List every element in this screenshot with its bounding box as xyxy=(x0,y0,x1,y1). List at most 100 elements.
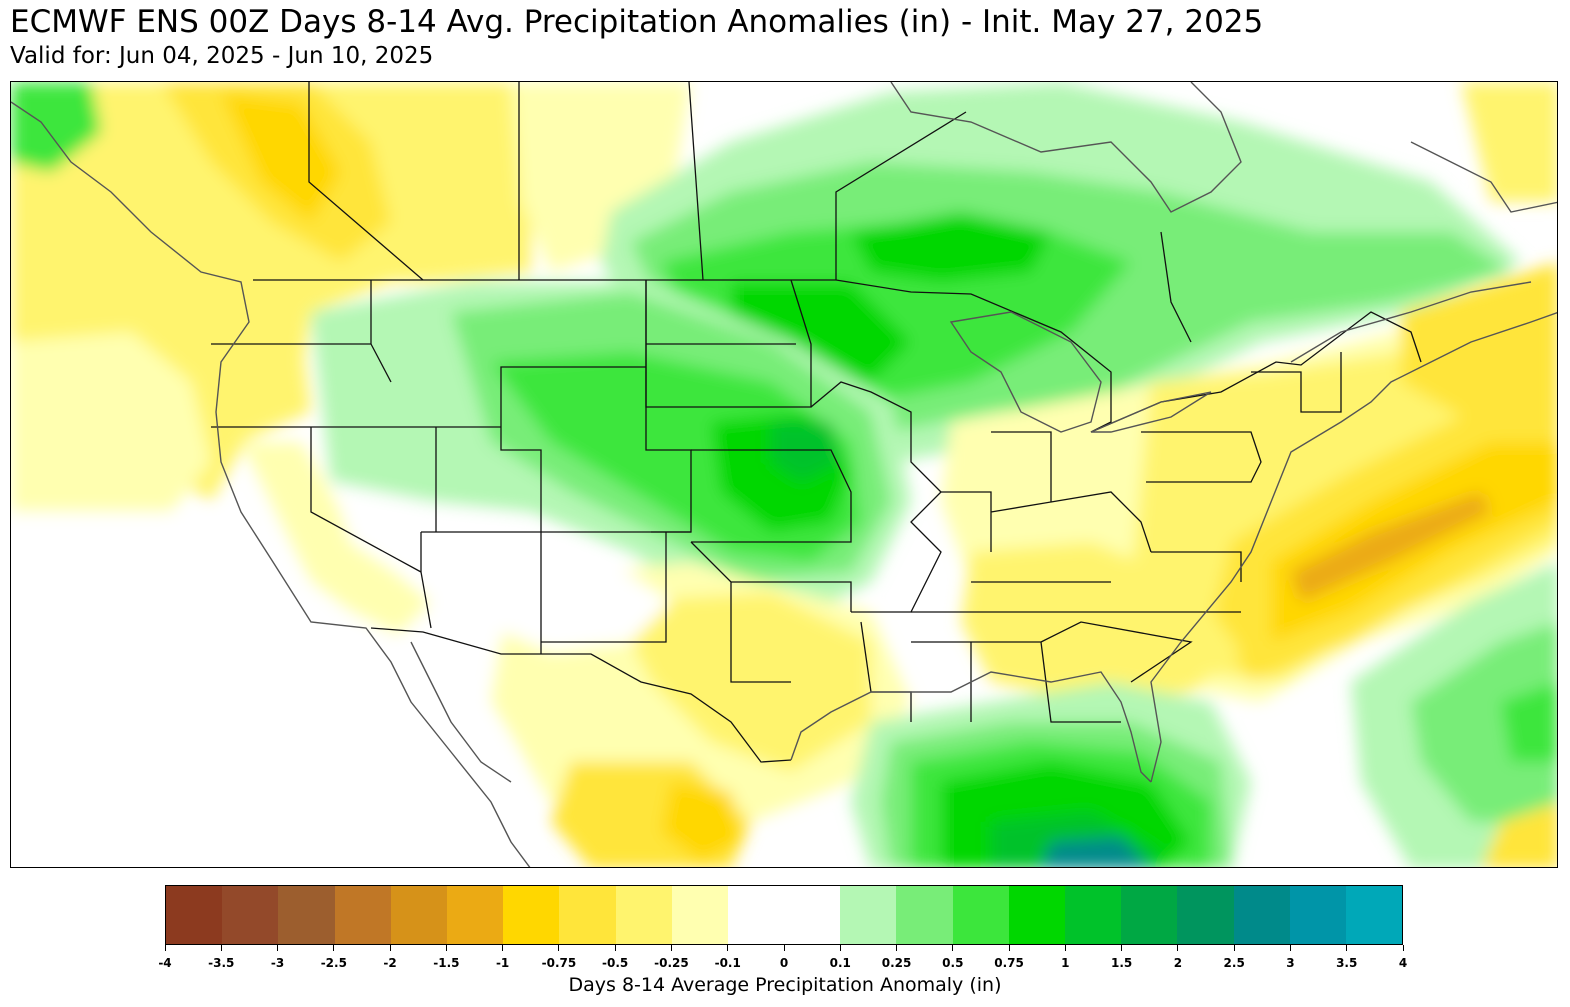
colorbar-tick-label: 2.5 xyxy=(1223,956,1245,970)
colorbar-segment xyxy=(222,886,279,944)
map-subtitle: Valid for: Jun 04, 2025 - Jun 10, 2025 xyxy=(10,43,434,69)
colorbar-tick-label: -0.75 xyxy=(541,956,577,970)
anomaly-iowa-core xyxy=(771,422,841,482)
colorbar-tick xyxy=(1402,945,1404,951)
colorbar-tick-label: 0.75 xyxy=(994,956,1024,970)
colorbar-tick-label: -2 xyxy=(383,956,397,970)
colorbar-segment xyxy=(952,886,1009,944)
colorbar-tick xyxy=(1008,945,1010,951)
colorbar-segment xyxy=(1233,886,1290,944)
colorbar-segment xyxy=(166,886,223,944)
colorbar-segment xyxy=(503,886,560,944)
colorbar-tick-label: -0.1 xyxy=(714,956,741,970)
atlantic-coastline xyxy=(1150,311,1557,783)
map-canvas xyxy=(11,82,1557,867)
anomaly-atlantic-se-dry xyxy=(1481,802,1557,867)
colorbar-segment xyxy=(334,886,391,944)
anomaly-atlantic-se-wet xyxy=(1411,622,1557,822)
colorbar-tick-label: 1 xyxy=(1061,956,1070,970)
colorbar-tick-label: 0.25 xyxy=(881,956,912,970)
colorbar-segment xyxy=(1345,886,1403,944)
canada-province-lines xyxy=(308,82,1192,343)
anomaly-alaska-wet xyxy=(11,82,101,172)
gulf-baja-coastline xyxy=(410,641,512,783)
colorbar-segment xyxy=(840,886,897,944)
anomaly-california-light xyxy=(241,442,431,642)
colorbar-tick-label: -4 xyxy=(158,956,172,970)
anomaly-labrador-dry xyxy=(1461,82,1557,202)
colorbar-tick xyxy=(502,945,504,951)
anomaly-southwest-coast-normal xyxy=(11,512,531,867)
labrador-outline xyxy=(1410,141,1557,213)
us-mexico-border xyxy=(370,627,792,763)
colorbar-ticks: -4 -3.5 -3 -2.5 -2 -1.5 -1 -0.75 -0.5 -0.25 -0.1 0 0… xyxy=(158,945,1407,975)
map-title: ECMWF ENS 00Z Days 8-14 Avg. Precipitati… xyxy=(10,4,1264,40)
colorbar-tick-label: -3 xyxy=(270,956,285,970)
colorbar-segment xyxy=(1289,886,1346,944)
colorbar xyxy=(165,885,1403,945)
colorbar-tick xyxy=(614,945,616,951)
colorbar-tick xyxy=(839,945,841,951)
colorbar-segment xyxy=(671,886,728,944)
colorbar-segment xyxy=(390,886,447,944)
colorbar-tick xyxy=(1121,945,1123,951)
colorbar-tick-label: -1 xyxy=(495,956,510,970)
colorbar-tick xyxy=(277,945,279,951)
colorbar-segment xyxy=(278,886,335,944)
colorbar-tick xyxy=(558,945,560,951)
state-boundaries xyxy=(211,82,1422,763)
precipitation-anomaly-map xyxy=(10,81,1558,868)
colorbar-segment xyxy=(446,886,504,944)
colorbar-tick-label: -2.5 xyxy=(320,956,347,970)
eastern-state-lines xyxy=(860,352,1342,723)
pacific-coastline xyxy=(11,101,531,867)
gulf-coastline xyxy=(790,671,1152,783)
colorbar-segment xyxy=(1177,886,1234,944)
colorbar-tick-label: 3.5 xyxy=(1336,956,1358,970)
hudson-bay-outline xyxy=(890,82,1242,213)
colorbar-segment xyxy=(727,886,785,944)
colorbar-segment xyxy=(559,886,616,944)
colorbar-tick-label: 1.5 xyxy=(1110,956,1133,970)
colorbar-segment xyxy=(1121,886,1178,944)
colorbar-tick-label: 0.5 xyxy=(942,956,964,970)
coastlines xyxy=(11,82,1557,867)
colorbar-tick-label: -0.5 xyxy=(602,956,629,970)
colorbar-tick xyxy=(783,945,785,951)
anomaly-atlantic-orange xyxy=(1291,492,1491,602)
colorbar-tick-label: 3 xyxy=(1286,956,1295,970)
colorbar-label: Days 8-14 Average Precipitation Anomaly … xyxy=(568,974,1002,996)
colorbar-tick-label: -0.25 xyxy=(654,956,689,970)
colorbar-tick-label: -3.5 xyxy=(208,956,235,970)
gulf-stlawrence-outline xyxy=(1290,281,1532,363)
colorbar-tick-label: -1.5 xyxy=(433,956,460,970)
anomaly-oregon-dry xyxy=(211,332,311,442)
anomaly-atlantic-se-core xyxy=(1501,682,1557,762)
colorbar-segment xyxy=(1065,886,1122,944)
anomaly-bc-core xyxy=(221,92,341,222)
anomaly-pacific-offshore xyxy=(11,332,211,512)
central-state-lines xyxy=(645,279,942,683)
colorbar-tick xyxy=(445,945,447,951)
anomaly-gulf-teal xyxy=(1041,837,1150,867)
great-lakes-outline xyxy=(949,311,1212,433)
colorbar-tick xyxy=(952,945,954,951)
colorbar-tick-label: 0 xyxy=(779,956,789,970)
colorbar-tick-label: 4 xyxy=(1398,956,1408,970)
colorbar-tick xyxy=(1233,945,1235,951)
anomaly-ontario-core xyxy=(851,212,1051,282)
colorbar-tick xyxy=(727,945,729,951)
colorbar-segment xyxy=(615,886,672,944)
colorbar-segment xyxy=(784,886,841,944)
colorbar-tick xyxy=(896,945,898,951)
colorbar-tick xyxy=(333,945,335,951)
colorbar-tick-label: 0.1 xyxy=(829,956,851,970)
colorbar-tick xyxy=(1289,945,1291,951)
colorbar-tick xyxy=(220,945,222,951)
colorbar-segment xyxy=(1008,886,1065,944)
anomaly-mexico-core xyxy=(661,782,741,862)
colorbar-tick-label: 2 xyxy=(1173,956,1183,970)
colorbar-tick xyxy=(389,945,391,951)
colorbar-tick xyxy=(1346,945,1348,951)
colorbar-segment xyxy=(896,886,953,944)
